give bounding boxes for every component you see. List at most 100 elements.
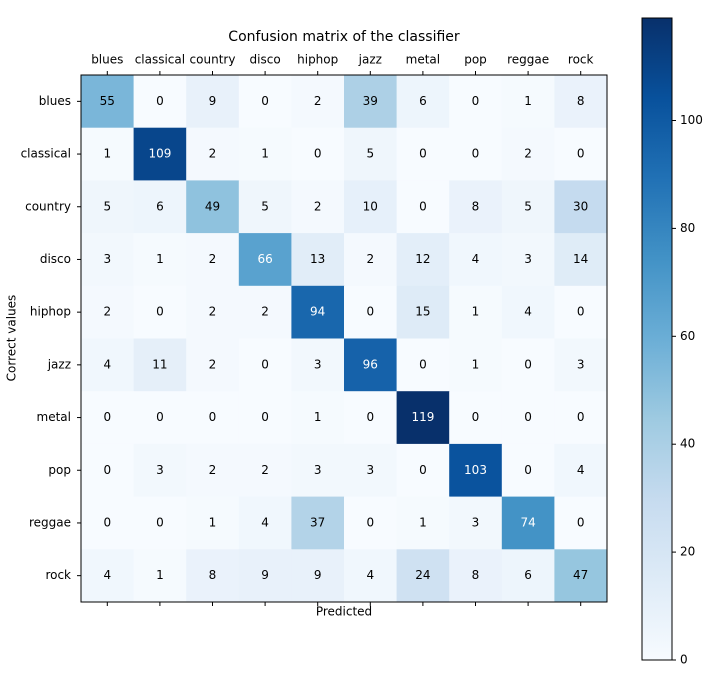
cell-label: 119 (411, 410, 434, 424)
cell-label: 1 (156, 252, 164, 266)
cell-label: 0 (209, 410, 217, 424)
cell-label: 0 (261, 410, 269, 424)
heatmap-cell (501, 180, 555, 234)
heatmap-cell (238, 391, 292, 445)
cell-label: 5 (103, 199, 111, 213)
cell-label: 11 (152, 357, 167, 371)
cell-label: 9 (261, 568, 269, 582)
heatmap-cell (291, 338, 345, 392)
heatmap-cell (344, 391, 398, 445)
cell-label: 4 (366, 568, 374, 582)
cell-label: 0 (103, 410, 111, 424)
cell-label: 3 (156, 463, 164, 477)
heatmap-cell (186, 443, 240, 498)
heatmap-cell (238, 75, 292, 129)
heatmap-cell (186, 127, 240, 181)
cell-label: 8 (472, 568, 480, 582)
cell-label: 3 (314, 463, 322, 477)
cell-label: 96 (363, 357, 378, 371)
cell-label: 0 (261, 357, 269, 371)
heatmap-cell (501, 496, 555, 550)
x-tick-label: blues (91, 53, 123, 67)
cell-label: 39 (363, 94, 378, 108)
cell-label: 2 (524, 147, 532, 161)
cell-label: 1 (419, 515, 427, 529)
cell-label: 0 (577, 410, 585, 424)
colorbar-tick-label: 40 (680, 437, 695, 451)
cell-label: 2 (103, 305, 111, 319)
heatmap-cell (81, 496, 135, 550)
heatmap-cell (449, 127, 503, 181)
x-tick-label: country (190, 53, 236, 67)
cell-label: 2 (209, 252, 217, 266)
heatmap-cell (554, 443, 608, 498)
cell-label: 14 (573, 252, 588, 266)
heatmap-cell (81, 233, 135, 287)
heatmap-cell (449, 338, 503, 392)
cell-label: 0 (419, 147, 427, 161)
cell-label: 4 (577, 463, 585, 477)
cell-label: 2 (314, 199, 322, 213)
cell-label: 10 (363, 199, 378, 213)
cell-label: 0 (577, 305, 585, 319)
y-tick-label: blues (39, 94, 71, 108)
heatmap-cell (396, 496, 450, 550)
heatmap-cell (133, 549, 187, 603)
x-tick-label: rock (568, 53, 594, 67)
heatmap-cell (238, 285, 292, 339)
x-tick-label: classical (135, 53, 185, 67)
heatmap-cell (133, 496, 187, 550)
x-tick-label: disco (250, 53, 281, 67)
y-tick-label: metal (37, 410, 71, 424)
cell-label: 37 (310, 515, 325, 529)
cell-label: 0 (524, 463, 532, 477)
cell-label: 1 (472, 357, 480, 371)
heatmap-cell (449, 391, 503, 445)
heatmap-cell (133, 285, 187, 339)
cell-label: 3 (366, 463, 374, 477)
heatmap-cell (501, 549, 555, 603)
heatmap-cell (186, 75, 240, 129)
cell-label: 4 (103, 568, 111, 582)
cell-label: 47 (573, 568, 588, 582)
heatmap-cell (449, 75, 503, 129)
cell-label: 8 (209, 568, 217, 582)
cell-label: 4 (472, 252, 480, 266)
heatmap-cell (501, 127, 555, 181)
heatmap-cell (291, 180, 345, 234)
cell-label: 3 (577, 357, 585, 371)
heatmap-cell (133, 391, 187, 445)
colorbar-tick-label: 80 (680, 221, 695, 235)
heatmap-cell (133, 75, 187, 129)
heatmap-cell (344, 285, 398, 339)
x-tick-label: reggae (507, 53, 549, 67)
heatmap-cell (81, 180, 135, 234)
cell-label: 0 (472, 147, 480, 161)
cell-label: 5 (366, 147, 374, 161)
cell-label: 1 (524, 94, 532, 108)
heatmap-cell (501, 338, 555, 392)
cell-label: 0 (524, 357, 532, 371)
cell-label: 66 (257, 252, 272, 266)
cell-label: 103 (464, 463, 487, 477)
cell-label: 0 (156, 410, 164, 424)
cell-label: 0 (156, 305, 164, 319)
cell-label: 5 (524, 199, 532, 213)
x-tick-label: hiphop (297, 53, 338, 67)
heatmap-cell (554, 233, 608, 287)
heatmap-cell (501, 443, 555, 498)
cell-label: 2 (261, 305, 269, 319)
cell-label: 3 (314, 357, 322, 371)
cell-label: 1 (156, 568, 164, 582)
cell-label: 24 (415, 568, 430, 582)
heatmap-cell (396, 127, 450, 181)
cell-label: 0 (577, 515, 585, 529)
heatmap-cell (291, 549, 345, 603)
cell-label: 5 (261, 199, 269, 213)
heatmap-cell (81, 285, 135, 339)
heatmap-cell (396, 233, 450, 287)
heatmap-cell (81, 391, 135, 445)
heatmap-cell (449, 443, 503, 498)
heatmap-cell (291, 75, 345, 129)
